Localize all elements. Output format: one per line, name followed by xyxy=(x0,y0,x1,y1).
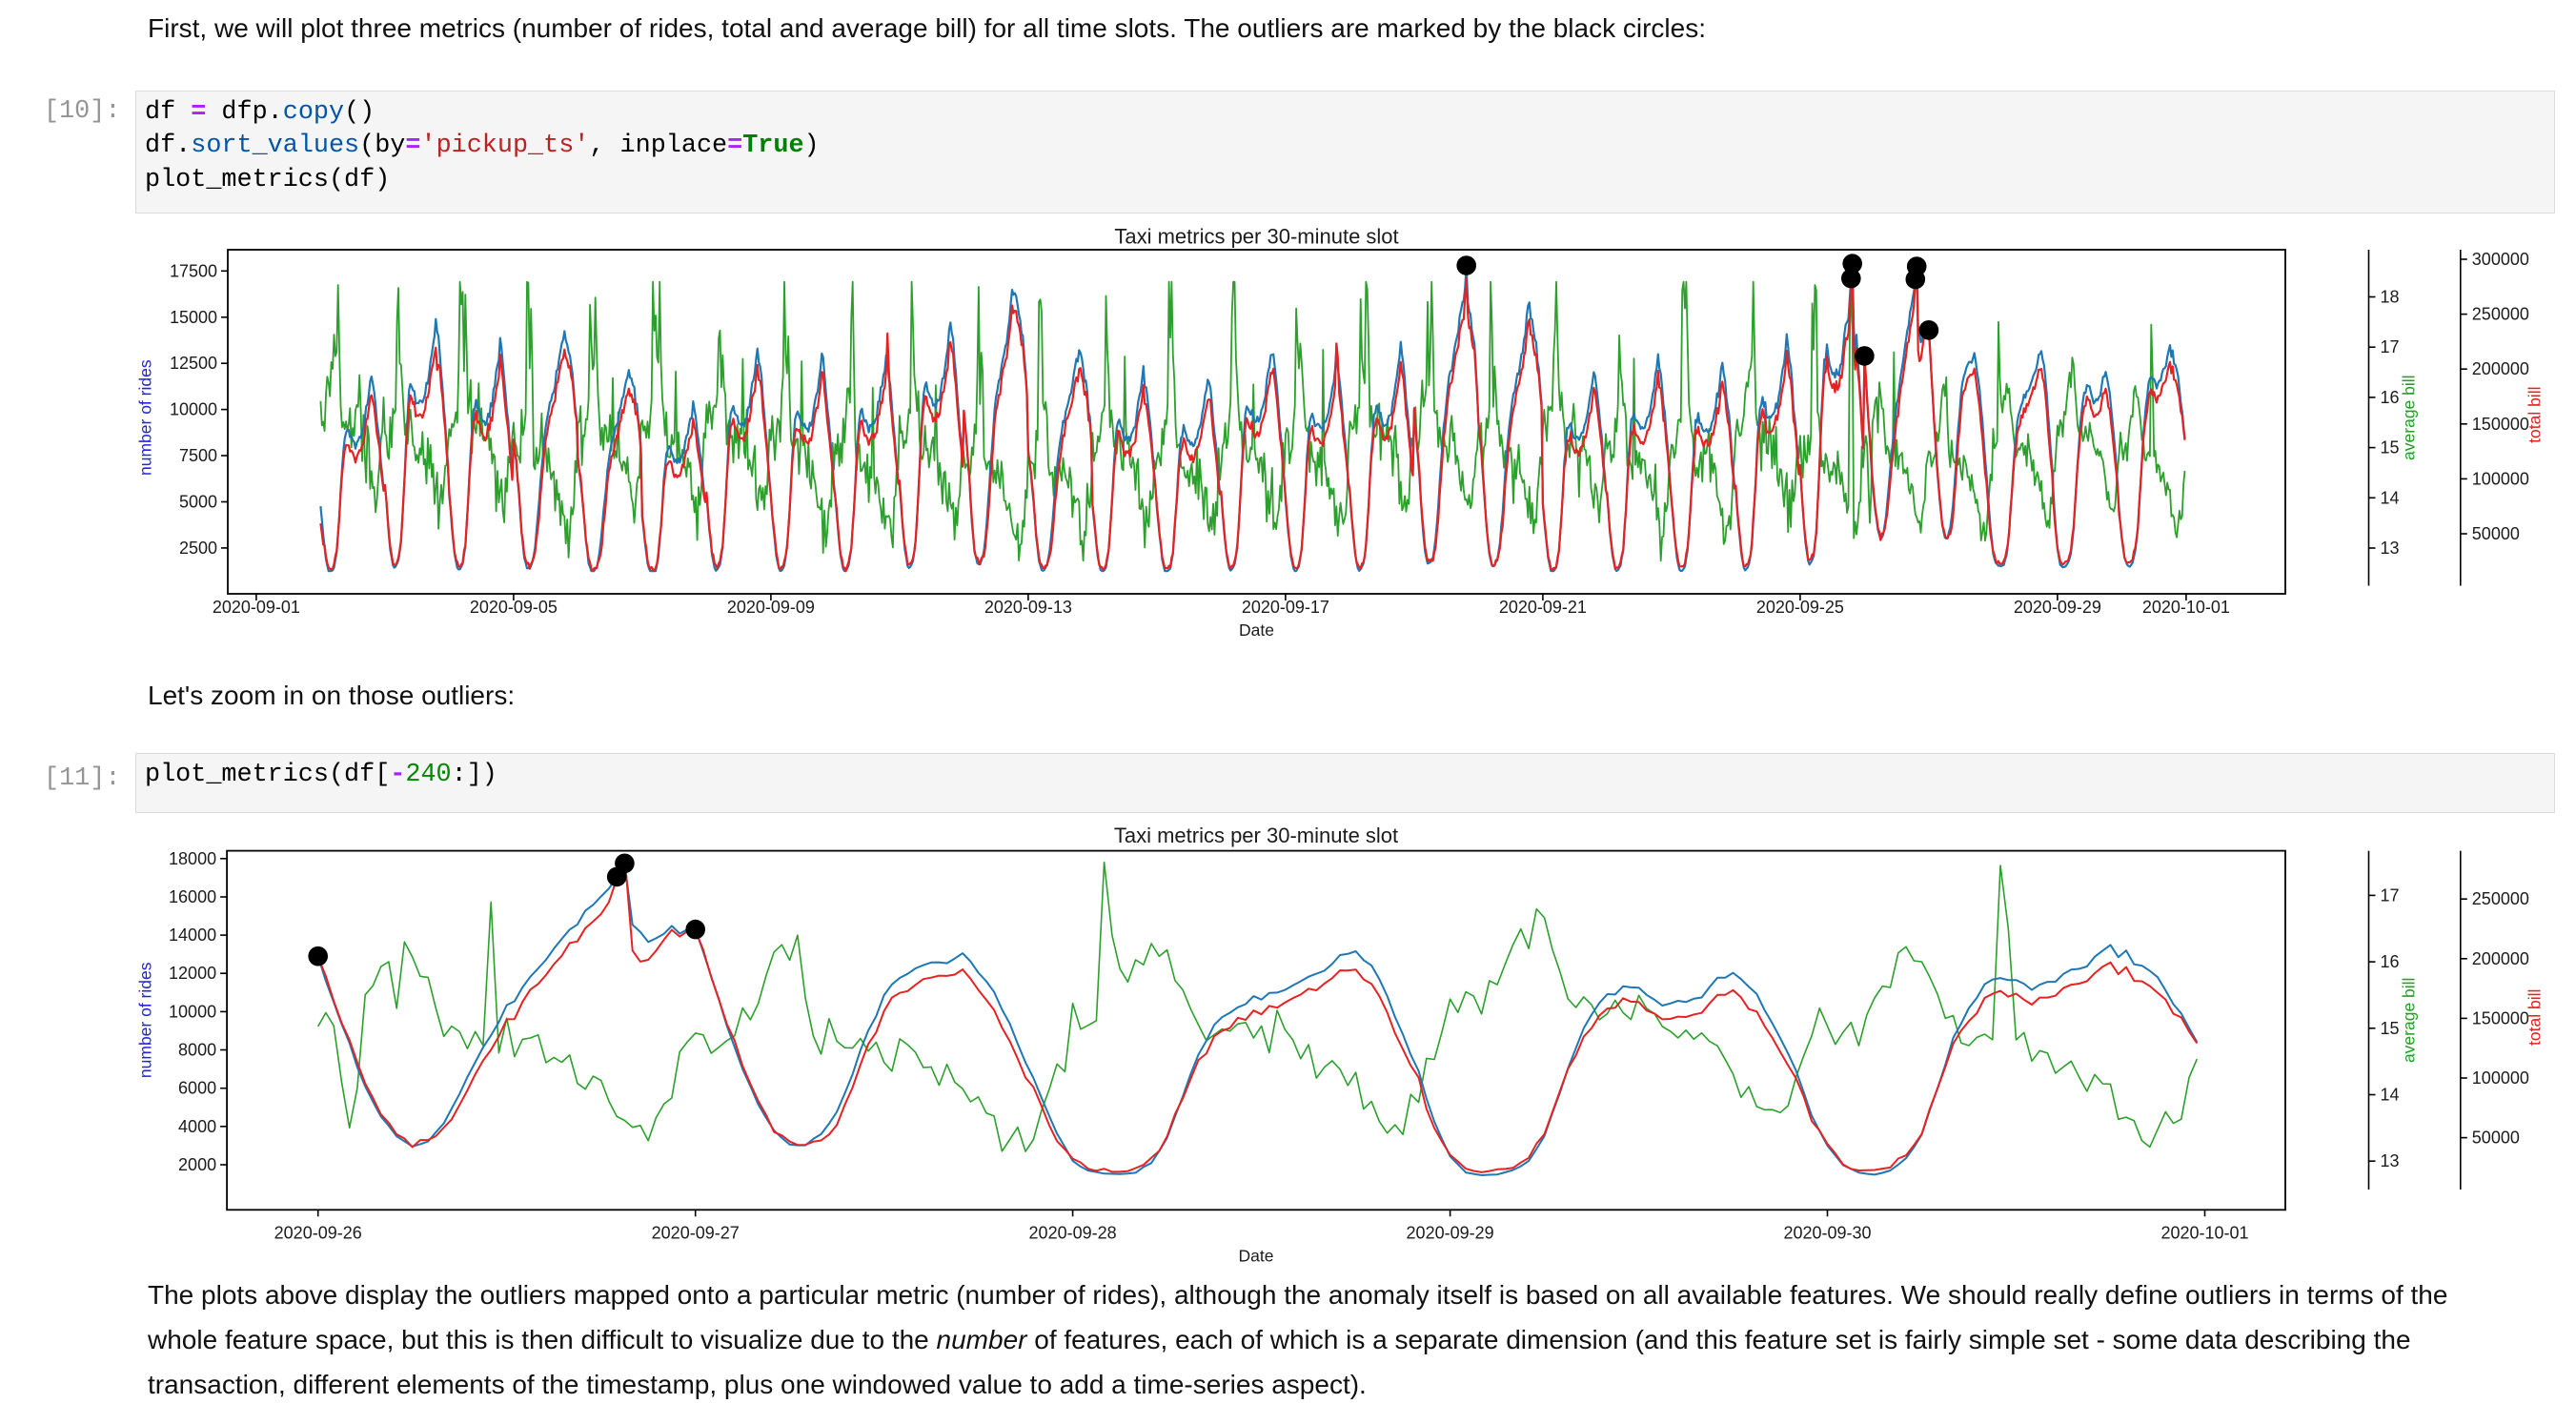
svg-text:14: 14 xyxy=(2381,488,2400,507)
svg-text:Taxi metrics per 30-minute slo: Taxi metrics per 30-minute slot xyxy=(1114,824,1398,847)
svg-text:2020-09-13: 2020-09-13 xyxy=(984,598,1072,617)
svg-text:7500: 7500 xyxy=(179,446,217,465)
svg-text:5000: 5000 xyxy=(179,493,217,512)
svg-text:200000: 200000 xyxy=(2472,949,2529,968)
svg-text:13: 13 xyxy=(2381,539,2400,558)
svg-text:16000: 16000 xyxy=(169,887,216,906)
svg-text:150000: 150000 xyxy=(2472,415,2529,434)
svg-text:2020-09-30: 2020-09-30 xyxy=(1783,1224,1871,1243)
svg-text:8000: 8000 xyxy=(178,1041,216,1060)
svg-text:300000: 300000 xyxy=(2472,250,2529,269)
svg-text:average bill: average bill xyxy=(2400,978,2419,1064)
svg-text:2020-09-27: 2020-09-27 xyxy=(652,1224,740,1243)
svg-text:12500: 12500 xyxy=(170,354,217,373)
svg-text:number of rides: number of rides xyxy=(136,359,155,476)
svg-text:Date: Date xyxy=(1239,1247,1274,1266)
svg-text:Taxi metrics per 30-minute slo: Taxi metrics per 30-minute slot xyxy=(1114,225,1398,249)
svg-text:10000: 10000 xyxy=(170,400,217,419)
svg-text:average bill: average bill xyxy=(2400,375,2419,460)
svg-text:50000: 50000 xyxy=(2472,524,2520,543)
svg-text:17: 17 xyxy=(2381,885,2400,905)
svg-text:14: 14 xyxy=(2381,1086,2400,1105)
svg-text:18: 18 xyxy=(2381,288,2400,307)
svg-text:17500: 17500 xyxy=(170,261,217,280)
svg-text:15: 15 xyxy=(2381,1019,2400,1038)
svg-text:total bill: total bill xyxy=(2525,989,2545,1046)
svg-text:50000: 50000 xyxy=(2472,1129,2520,1148)
svg-text:4000: 4000 xyxy=(178,1117,216,1136)
svg-text:2020-09-25: 2020-09-25 xyxy=(1756,598,1844,617)
svg-text:2020-09-01: 2020-09-01 xyxy=(213,598,300,617)
svg-text:number of rides: number of rides xyxy=(136,962,155,1078)
svg-text:2020-09-29: 2020-09-29 xyxy=(1407,1224,1494,1243)
svg-text:16: 16 xyxy=(2381,952,2400,971)
svg-text:2020-09-28: 2020-09-28 xyxy=(1029,1224,1117,1243)
svg-text:2020-09-05: 2020-09-05 xyxy=(470,598,558,617)
svg-text:150000: 150000 xyxy=(2472,1008,2529,1027)
svg-text:16: 16 xyxy=(2381,388,2400,407)
svg-text:18000: 18000 xyxy=(169,849,216,868)
svg-text:15000: 15000 xyxy=(170,308,217,327)
svg-text:2020-09-26: 2020-09-26 xyxy=(274,1224,362,1243)
svg-text:12000: 12000 xyxy=(169,964,216,983)
svg-text:14000: 14000 xyxy=(169,926,216,945)
svg-text:2020-10-01: 2020-10-01 xyxy=(2160,1224,2248,1243)
svg-text:17: 17 xyxy=(2381,337,2400,356)
svg-text:2020-09-09: 2020-09-09 xyxy=(727,598,815,617)
svg-text:100000: 100000 xyxy=(2472,469,2529,488)
svg-text:10000: 10000 xyxy=(169,1002,216,1021)
svg-text:2020-09-17: 2020-09-17 xyxy=(1242,598,1329,617)
svg-text:2000: 2000 xyxy=(178,1155,216,1174)
svg-text:100000: 100000 xyxy=(2472,1068,2529,1088)
svg-text:200000: 200000 xyxy=(2472,359,2529,378)
svg-text:2020-09-21: 2020-09-21 xyxy=(1499,598,1587,617)
svg-text:2020-10-01: 2020-10-01 xyxy=(2142,598,2230,617)
svg-text:13: 13 xyxy=(2381,1151,2400,1170)
svg-text:Date: Date xyxy=(1239,620,1274,640)
svg-text:250000: 250000 xyxy=(2472,305,2529,324)
svg-text:15: 15 xyxy=(2381,438,2400,458)
svg-text:2500: 2500 xyxy=(179,539,217,558)
svg-text:2020-09-29: 2020-09-29 xyxy=(2014,598,2101,617)
svg-text:total bill: total bill xyxy=(2525,387,2545,443)
svg-text:250000: 250000 xyxy=(2472,889,2529,908)
svg-text:6000: 6000 xyxy=(178,1079,216,1098)
